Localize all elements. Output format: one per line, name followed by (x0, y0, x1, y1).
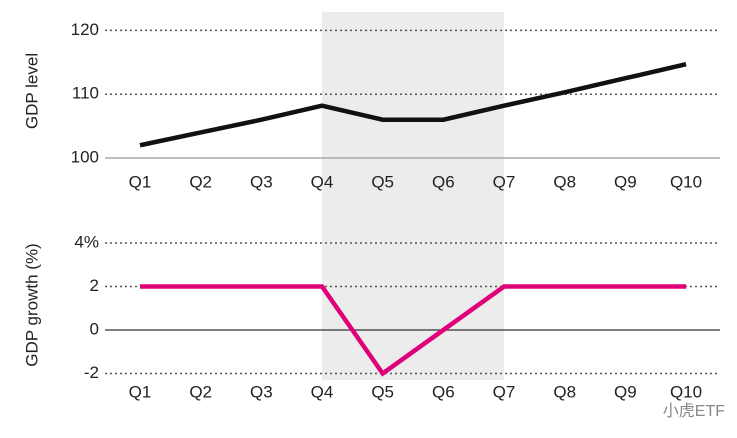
x-tick-label: Q10 (670, 382, 702, 401)
x-tick-label: Q6 (432, 382, 455, 401)
x-tick-label: Q7 (493, 382, 516, 401)
line (139, 62, 687, 148)
y-axis-label: GDP level (22, 53, 41, 129)
y-tick-label: -2 (84, 363, 99, 382)
y-tick-label: 100 (71, 147, 99, 166)
y-tick-label: 110 (72, 84, 99, 103)
x-tick-label: Q9 (614, 172, 637, 191)
line (140, 284, 687, 377)
x-tick-label: Q2 (189, 172, 212, 191)
x-tick-label: Q1 (129, 382, 152, 401)
y-axis-label: GDP growth (%) (22, 243, 41, 366)
x-tick-label: Q4 (311, 172, 334, 191)
x-tick-label: Q5 (371, 172, 394, 191)
x-tick-label: Q5 (371, 382, 394, 401)
shaded-period (322, 12, 505, 380)
y-tick-label: 4% (74, 233, 99, 252)
y-tick-label: 120 (71, 20, 99, 39)
x-tick-label: Q6 (432, 172, 455, 191)
x-tick-label: Q3 (250, 172, 273, 191)
y-tick-label: 0 (90, 319, 99, 338)
x-tick-label: Q4 (311, 382, 334, 401)
x-tick-label: Q8 (553, 172, 576, 191)
x-tick-label: Q2 (189, 382, 212, 401)
x-tick-label: Q7 (493, 172, 516, 191)
y-tick-label: 2 (90, 276, 99, 295)
x-tick-label: Q8 (553, 382, 576, 401)
x-tick-label: Q10 (670, 172, 702, 191)
x-tick-label: Q1 (129, 172, 152, 191)
x-tick-label: Q9 (614, 382, 637, 401)
x-tick-label: Q3 (250, 382, 273, 401)
watermark: 小虎ETF (663, 402, 725, 420)
